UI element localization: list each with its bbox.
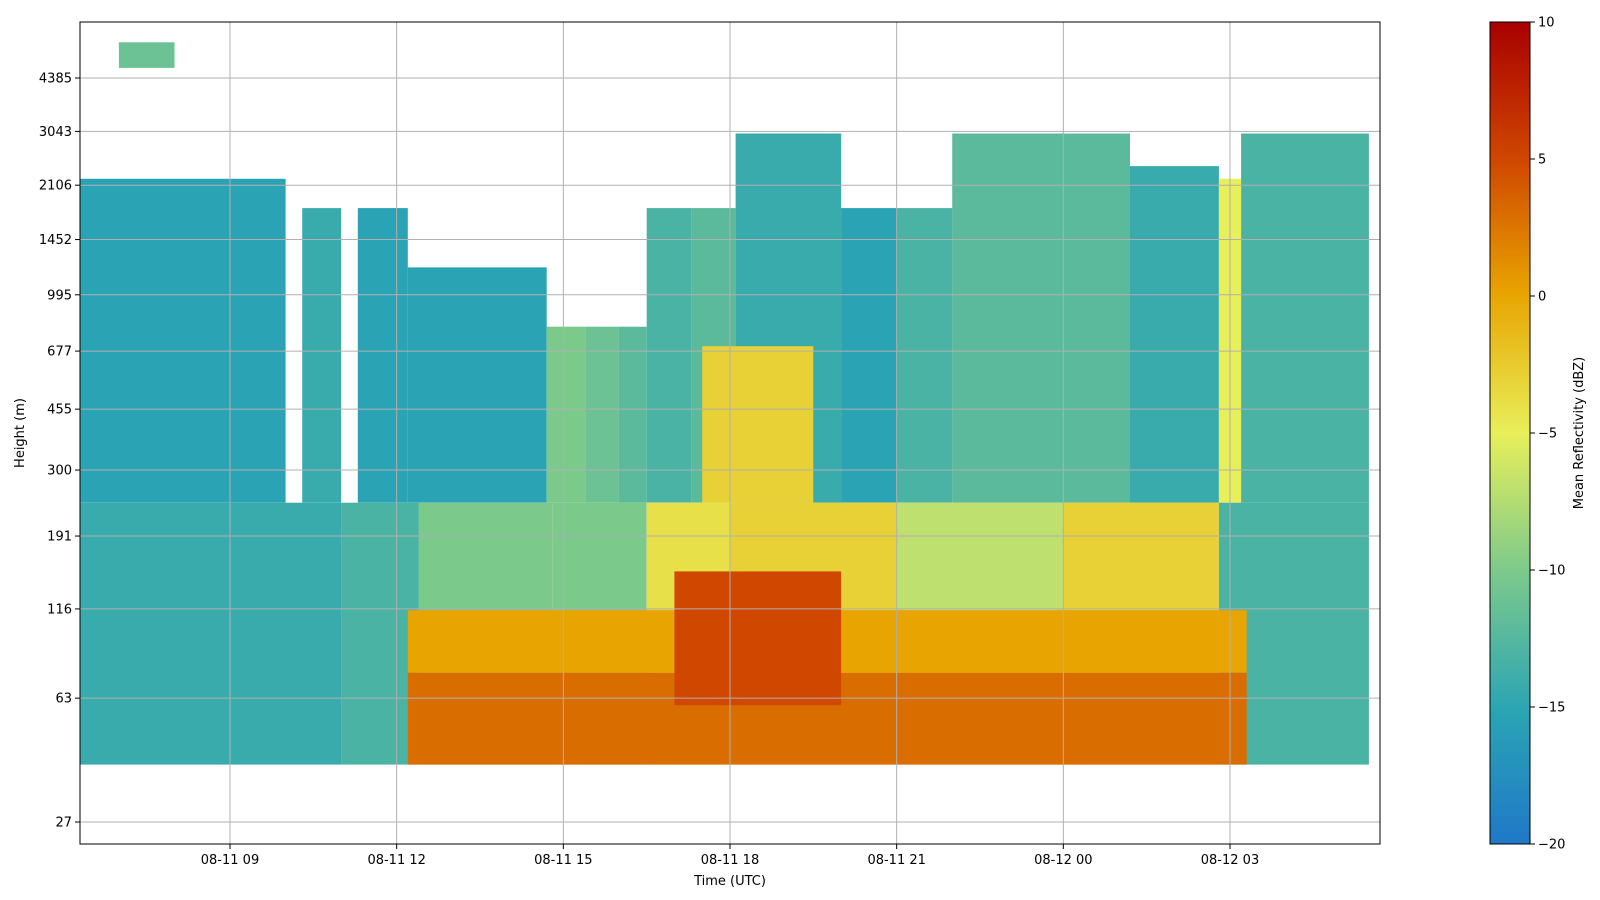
heatmap-cell (646, 208, 692, 503)
heatmap-cell (702, 346, 814, 503)
heatmap-cell (1241, 133, 1369, 503)
x-tick-label: 08-11 18 (701, 853, 759, 868)
y-tick-label: 116 (47, 602, 72, 617)
y-tick-label: 4385 (39, 72, 72, 87)
colorbar-tick-label: −10 (1538, 564, 1565, 579)
x-tick-label: 08-12 00 (1034, 853, 1092, 868)
heatmap-cell (674, 571, 842, 706)
heatmap-cell (80, 502, 342, 765)
y-tick-label: 677 (47, 345, 72, 360)
heatmap-cell (952, 133, 1130, 503)
colorbar-label: Mean Reflectivity (dBZ) (1572, 357, 1587, 510)
heatmap-cell (302, 208, 342, 503)
heatmap-cell (407, 267, 547, 503)
colorbar (1489, 21, 1531, 845)
y-tick-label: 191 (47, 530, 72, 545)
y-axis-label: Height (m) (13, 398, 28, 468)
x-tick-label: 08-12 03 (1201, 853, 1259, 868)
colorbar-ticks: −20 −15 −10 −5 0 5 10 (1530, 16, 1565, 853)
x-tick-label: 08-11 15 (534, 853, 592, 868)
plot-area (80, 42, 1369, 765)
y-tick-label: 63 (55, 692, 72, 707)
colorbar-tick-label: −20 (1538, 838, 1565, 853)
colorbar-tick-label: 10 (1538, 16, 1555, 31)
heatmap-cell (1130, 166, 1219, 503)
y-tick-label: 300 (47, 464, 72, 479)
heatmap-cell (546, 326, 586, 503)
heatmap-cell (585, 326, 619, 503)
x-axis-label: Time (UTC) (693, 874, 766, 889)
heatmap-cell (618, 326, 647, 503)
heatmap-cell (118, 42, 175, 68)
y-tick-label: 27 (55, 816, 72, 831)
y-axis: 27 63 116 191 300 455 677 995 1452 2106 3043 4385 (39, 72, 80, 831)
y-tick-label: 455 (47, 403, 72, 418)
y-tick-label: 3043 (39, 125, 72, 140)
heatmap-cell (896, 208, 953, 503)
heatmap-cell (357, 208, 408, 503)
colorbar-tick-label: 0 (1538, 290, 1546, 305)
y-tick-label: 1452 (39, 233, 72, 248)
x-tick-label: 08-11 21 (867, 853, 925, 868)
grid-lines (80, 22, 1380, 844)
x-tick-label: 08-11 09 (201, 853, 259, 868)
colorbar-tick-label: −15 (1538, 701, 1565, 716)
x-tick-label: 08-11 12 (367, 853, 425, 868)
y-tick-label: 2106 (39, 179, 72, 194)
y-tick-label: 995 (47, 288, 72, 303)
x-axis: 08-11 09 08-11 12 08-11 15 08-11 18 08-11 21… (201, 844, 1259, 868)
colorbar-tick-label: −5 (1538, 427, 1557, 442)
heatmap-cell (841, 208, 897, 503)
colorbar-tick-label: 5 (1538, 153, 1546, 168)
heatmap-cell (80, 178, 286, 503)
heatmap-cell (341, 502, 419, 765)
